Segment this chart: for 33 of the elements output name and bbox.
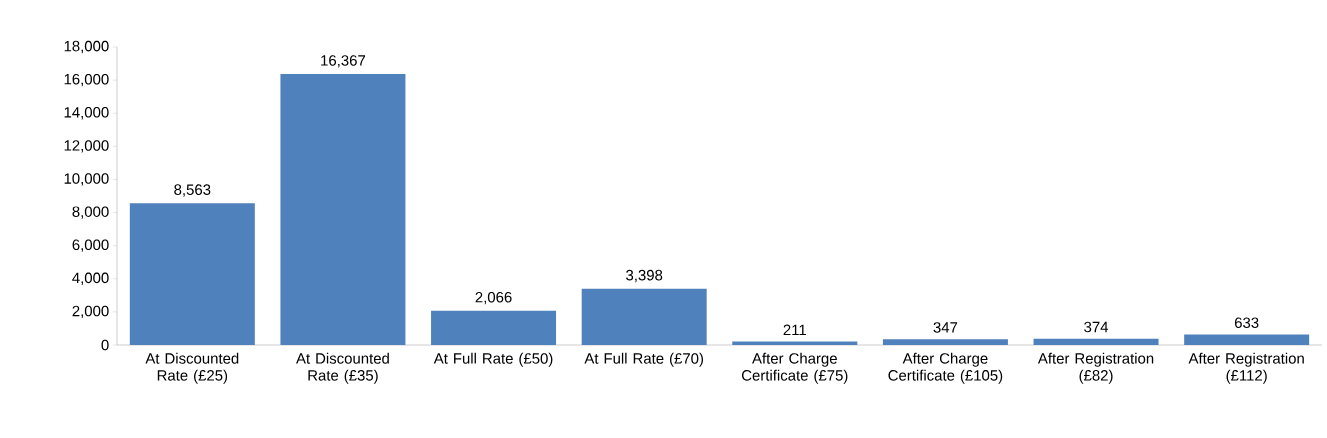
- x-tick-label: At Full Rate (£70): [584, 352, 704, 367]
- y-tick-label: 4,000: [72, 272, 109, 285]
- y-tick-label: 16,000: [64, 73, 109, 87]
- data-label: 374: [1084, 321, 1109, 333]
- bar: [280, 74, 406, 345]
- bar: [431, 310, 557, 345]
- data-label: 347: [933, 322, 958, 333]
- bar: [129, 203, 255, 345]
- x-tick-label: After Charge Certificate (£105): [888, 352, 1003, 384]
- y-tick-label: 2,000: [72, 305, 109, 319]
- x-tick-label: After Registration (£82): [1037, 352, 1154, 384]
- x-tick-label: After Charge Certificate (£75): [741, 352, 848, 384]
- data-label: 3,398: [626, 269, 663, 283]
- data-label: 8,563: [174, 184, 211, 197]
- y-tick-label: 14,000: [64, 107, 109, 120]
- y-tick-label: 10,000: [64, 173, 109, 186]
- bar: [1033, 338, 1159, 345]
- x-tick-label: After Registration (£112): [1188, 352, 1304, 384]
- y-tick-label: 8,000: [72, 206, 109, 219]
- data-label: 633: [1234, 317, 1259, 328]
- x-tick-label: At Full Rate (£50): [433, 352, 553, 367]
- y-tick-label: 6,000: [72, 239, 109, 252]
- data-label: 2,066: [475, 291, 512, 305]
- bar: [882, 339, 1008, 345]
- y-tick-label: 0: [101, 339, 109, 351]
- bar: [581, 288, 707, 345]
- x-tick-label: At Discounted Rate (£35): [296, 352, 389, 384]
- bar: [1184, 334, 1310, 345]
- y-tick-label: 18,000: [64, 40, 109, 54]
- data-label: 211: [783, 324, 806, 335]
- x-tick-label: At Discounted Rate (£25): [145, 352, 239, 384]
- y-tick-label: 12,000: [64, 140, 109, 153]
- data-label: 16,367: [321, 55, 366, 68]
